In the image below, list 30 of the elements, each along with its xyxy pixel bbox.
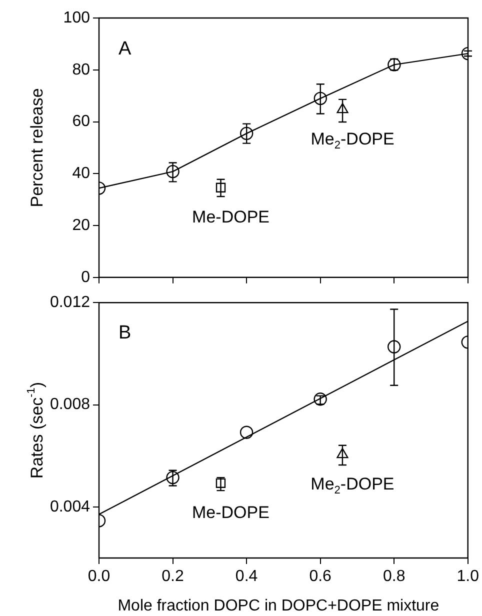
y-tick-label: 0.008 xyxy=(50,396,90,414)
point xyxy=(166,470,180,484)
x-axis-title: Mole fraction DOPC in DOPC+DOPE mixture xyxy=(118,597,440,614)
point xyxy=(240,126,254,140)
series-label: Me-DOPE xyxy=(192,502,270,522)
y-tick-label: 60 xyxy=(72,113,90,130)
point xyxy=(240,426,254,439)
x-tick-label: 0.2 xyxy=(162,568,184,586)
point xyxy=(314,92,327,106)
annotation: A xyxy=(118,38,132,60)
annotation: B xyxy=(118,322,132,344)
y-tick-label: 0.012 xyxy=(50,294,90,312)
y-tick-label: 100 xyxy=(63,9,90,26)
point xyxy=(216,478,226,488)
point xyxy=(166,164,180,178)
x-tick-label: 1.0 xyxy=(456,568,480,586)
y-tick-label: 0 xyxy=(81,268,90,286)
x-tick-label: 0.4 xyxy=(235,568,258,586)
y-axis-title: Rates (sec-1) xyxy=(25,382,47,479)
y-tick-label: 20 xyxy=(72,216,90,234)
x-tick-label: 0.0 xyxy=(88,568,110,586)
x-tick-label: 0.6 xyxy=(309,568,332,586)
point xyxy=(216,182,226,192)
y-tick-label: 80 xyxy=(72,61,90,78)
y-axis-title: Percent release xyxy=(28,88,47,208)
point xyxy=(314,392,327,406)
x-tick-label: 0.8 xyxy=(382,568,406,586)
series-label: Me-DOPE xyxy=(192,207,270,226)
y-tick-label: 40 xyxy=(72,165,90,182)
y-tick-label: 0.004 xyxy=(50,498,90,516)
